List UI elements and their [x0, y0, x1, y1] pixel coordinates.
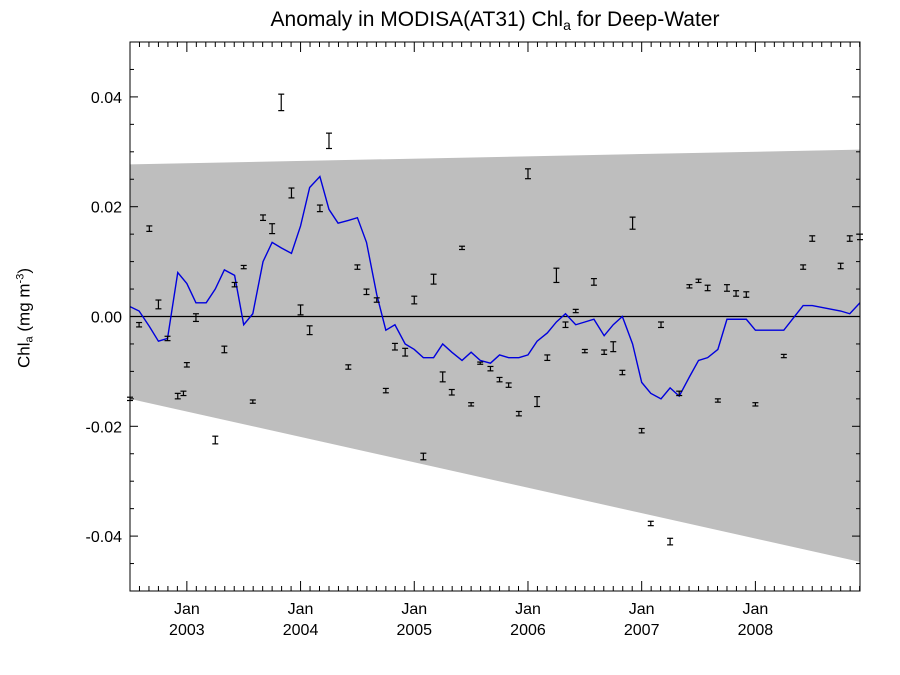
errorbar-point: [524, 168, 531, 180]
errorbar-point: [240, 264, 247, 270]
x-tick-label-year: 2008: [738, 622, 774, 639]
errorbar-point: [439, 371, 446, 383]
errorbar-point: [278, 93, 285, 112]
errorbar-point: [180, 390, 187, 397]
errorbar-point: [249, 399, 256, 404]
errorbar-point: [846, 235, 853, 242]
confidence-band-layer: [130, 149, 860, 562]
errorbar-point: [306, 325, 313, 336]
errorbar-point: [743, 291, 750, 298]
errorbar-layer: [127, 93, 863, 546]
errorbar-point: [468, 402, 475, 407]
errorbar-point: [174, 392, 181, 400]
errorbar-point: [448, 388, 455, 396]
errorbar-point: [695, 278, 702, 284]
errorbar-point: [345, 364, 352, 370]
errorbar-point: [667, 537, 674, 546]
title-main-text: Anomaly in MODISA(AT31) Chl: [270, 8, 564, 31]
y-tick-label: -0.04: [86, 529, 123, 546]
errorbar-point: [221, 345, 228, 354]
errorbar-point: [269, 223, 276, 235]
errorbar-point: [686, 284, 693, 289]
errorbar-point: [192, 313, 199, 323]
errorbar-point: [402, 347, 409, 357]
errorbar-point: [354, 264, 361, 270]
errorbar-point: [723, 284, 730, 292]
errorbar-point: [780, 353, 787, 359]
errorbar-point: [487, 365, 494, 372]
errorbar-point: [288, 187, 295, 199]
y-tick-label: 0.04: [91, 90, 122, 107]
chart-title: Anomaly in MODISA(AT31) Chla for Deep-Wa…: [0, 8, 900, 33]
errorbar-point: [714, 398, 721, 403]
errorbar-point: [146, 225, 153, 233]
series-line-layer: [129, 175, 861, 400]
errorbar-point: [647, 520, 654, 527]
errorbar-point: [629, 216, 636, 230]
errorbar-point: [658, 321, 665, 329]
errorbar-point: [411, 295, 418, 305]
errorbar-point: [676, 390, 683, 397]
errorbar-point: [363, 288, 370, 296]
errorbar-point: [534, 396, 541, 408]
errorbar-point: [590, 278, 597, 286]
errorbar-point: [496, 376, 503, 383]
x-tick-label-month: Jan: [174, 601, 200, 618]
errorbar-point: [505, 382, 512, 388]
errorbar-point: [430, 273, 437, 285]
errorbar-point: [183, 362, 190, 368]
anomaly-line-series: [129, 175, 861, 400]
errorbar-point: [800, 264, 807, 270]
errorbar-point: [477, 361, 484, 365]
errorbar-point: [136, 321, 143, 328]
axes-layer: -0.04 -0.02 0.00 0.02 0.04 Jan 2003 Jan 2004 Jan 2…: [86, 41, 861, 639]
y-tick-label: -0.02: [86, 419, 123, 436]
errorbar-point: [733, 290, 740, 297]
errorbar-point: [581, 348, 588, 354]
y-tick-label: 0.00: [91, 310, 122, 327]
errorbar-point: [212, 435, 219, 445]
x-tick-label-year: 2004: [283, 622, 319, 639]
errorbar-point: [316, 204, 323, 213]
confidence-band: [130, 149, 860, 562]
x-tick-label-year: 2006: [510, 622, 546, 639]
errorbar-point: [325, 132, 332, 150]
y-tick-label: 0.02: [91, 200, 122, 217]
errorbar-point: [515, 410, 522, 417]
errorbar-point: [260, 214, 267, 222]
x-tick-label-year: 2007: [624, 622, 660, 639]
errorbar-point: [752, 402, 759, 407]
errorbar-point: [373, 297, 380, 303]
errorbar-point: [619, 369, 626, 376]
errorbar-point: [231, 281, 238, 288]
errorbar-point: [553, 267, 560, 284]
x-tick-label-month: Jan: [742, 601, 768, 618]
x-tick-label-month: Jan: [629, 601, 655, 618]
errorbar-point: [601, 349, 608, 355]
errorbar-point: [704, 284, 711, 292]
errorbar-point: [562, 321, 569, 329]
errorbar-point: [391, 342, 398, 351]
x-tick-label-month: Jan: [401, 601, 427, 618]
errorbar-point: [544, 354, 551, 362]
errorbar-point: [837, 262, 844, 270]
errorbar-point: [420, 452, 427, 461]
errorbar-point: [610, 341, 617, 353]
errorbar-point: [164, 335, 171, 342]
errorbar-point: [297, 304, 304, 316]
errorbar-point: [155, 299, 162, 310]
title-suffix-text: for Deep-Water: [570, 8, 720, 31]
errorbar-point: [572, 308, 579, 314]
x-tick-label-year: 2003: [169, 622, 205, 639]
title-subscript: a: [563, 17, 571, 33]
x-tick-label-month: Jan: [288, 601, 314, 618]
x-tick-label-year: 2005: [396, 622, 432, 639]
x-tick-label-month: Jan: [515, 601, 541, 618]
errorbar-point: [638, 427, 645, 434]
errorbar-point: [809, 235, 816, 242]
errorbar-point: [382, 387, 389, 394]
errorbar-point: [459, 245, 466, 251]
